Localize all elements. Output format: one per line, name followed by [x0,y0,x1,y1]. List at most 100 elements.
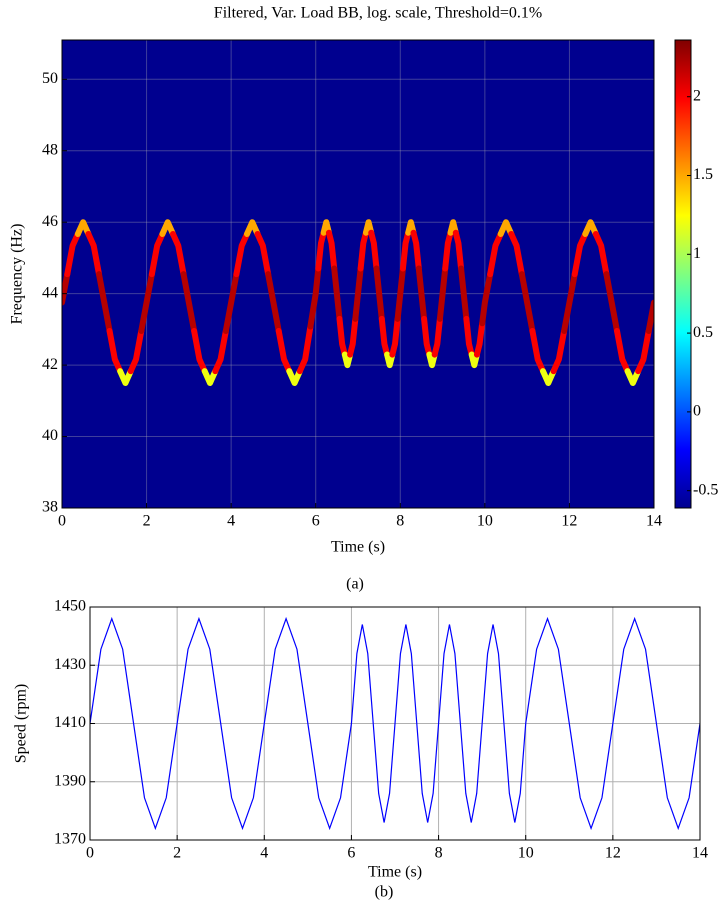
x-tick-label: 0 [86,845,94,862]
plot-area [90,607,700,840]
spectral-cell [497,219,515,237]
spectral-cell [222,271,240,334]
spectral-cell [331,265,343,322]
spectral-cell [624,368,642,386]
x-axis-label: Time (s) [331,539,385,556]
spectral-cell [436,265,449,322]
spectral-cell [315,229,327,272]
spectral-cell [307,265,322,330]
spectral-cell [265,271,282,334]
spectral-cell [320,219,332,236]
y-tick-label: 1390 [54,772,86,789]
x-tick-label: 6 [347,845,355,862]
plot-area [62,40,654,508]
spectral-cell [138,271,155,334]
y-tick-label: 46 [42,213,58,230]
x-tick-label: 10 [477,513,493,530]
spectral-cell [180,271,198,334]
spectral-cell [233,230,250,278]
spectral-cell [442,229,454,272]
spectral-cell [347,315,359,358]
spectral-cell [561,271,578,334]
y-axis-label: Frequency (Hz) [9,224,26,325]
spectral-cell [452,229,465,272]
spectral-cell [62,271,71,306]
spectral-cell [508,230,525,278]
colorbar [674,39,692,509]
spectral-cell [96,271,113,334]
spectral-cell [479,271,494,327]
spectral-cell [571,230,589,278]
y-tick-label: 42 [42,356,58,373]
spectral-cell [352,265,364,322]
colorbar-tick-label: 2 [693,87,701,104]
spectral-cell [518,271,536,334]
x-tick-label: 12 [561,513,577,530]
chart-title: Filtered, Var. Load BB, log. scale, Thre… [214,5,542,22]
x-tick-label: 14 [692,845,708,862]
y-tick-label: 1410 [54,714,86,731]
y-tick-label: 48 [42,141,58,158]
caption: (b) [375,884,394,901]
spectral-cell [191,327,208,375]
spectral-cell [540,368,557,386]
spectral-cell [117,368,134,386]
spectral-cell [384,351,396,369]
spectral-cell [421,315,433,358]
spectral-cell [357,229,369,272]
spectral-cell [582,219,599,237]
spectral-cell [106,327,124,375]
spectral-cell [635,327,652,375]
spectral-cell [74,219,92,237]
spectral-cell [148,230,166,278]
spectral-cell [325,229,338,272]
colorbar-tick-label: -0.5 [693,481,718,498]
spectral-cell [394,265,406,322]
x-tick-label: 2 [143,513,151,530]
spectral-cell [341,351,354,369]
x-tick-label: 4 [227,513,235,530]
y-tick-label: 40 [42,427,58,444]
spectral-cell [286,368,303,386]
spectral-cell [362,219,375,236]
y-tick-label: 1430 [54,656,86,673]
y-axis-label: Speed (rpm) [13,684,30,764]
x-tick-label: 8 [435,845,443,862]
x-tick-label: 8 [396,513,404,530]
x-tick-label: 10 [518,845,534,862]
spectral-cell [254,230,272,278]
spectral-cell [170,230,187,278]
spectral-cell [296,323,314,375]
spectral-cell [458,265,470,322]
spectral-cell [463,315,475,358]
spectral-cell [159,219,176,237]
x-tick-label: 4 [260,845,268,862]
y-tick-label: 1450 [54,598,86,615]
x-tick-label: 6 [312,513,320,530]
colorbar-tick-label: 0 [693,403,701,420]
spectral-cell [368,229,380,272]
spectral-cell [447,219,459,236]
line [90,616,700,831]
spectral-cell [431,315,443,358]
spectral-cell [201,368,219,386]
spectral-cell [614,327,631,375]
spectral-cell [468,351,480,369]
plot-frame [61,39,655,509]
spectral-cell [487,230,504,278]
plot-frame [89,606,701,841]
colorbar-tick-label: 1 [693,245,701,262]
spectral-cell [127,327,145,375]
spectral-cell [645,299,654,334]
caption: (a) [346,576,364,593]
y-tick-label: 38 [42,499,58,516]
spectral-cell [410,229,422,272]
y-tick-label: 44 [42,284,58,301]
spectral-cell [399,229,412,272]
spectral-cell [212,327,229,375]
x-tick-label: 0 [58,513,66,530]
y-tick-label: 50 [42,70,58,87]
x-axis-label: Time (s) [368,864,422,881]
spectral-cell [592,230,610,278]
spectral-cell [275,327,293,375]
